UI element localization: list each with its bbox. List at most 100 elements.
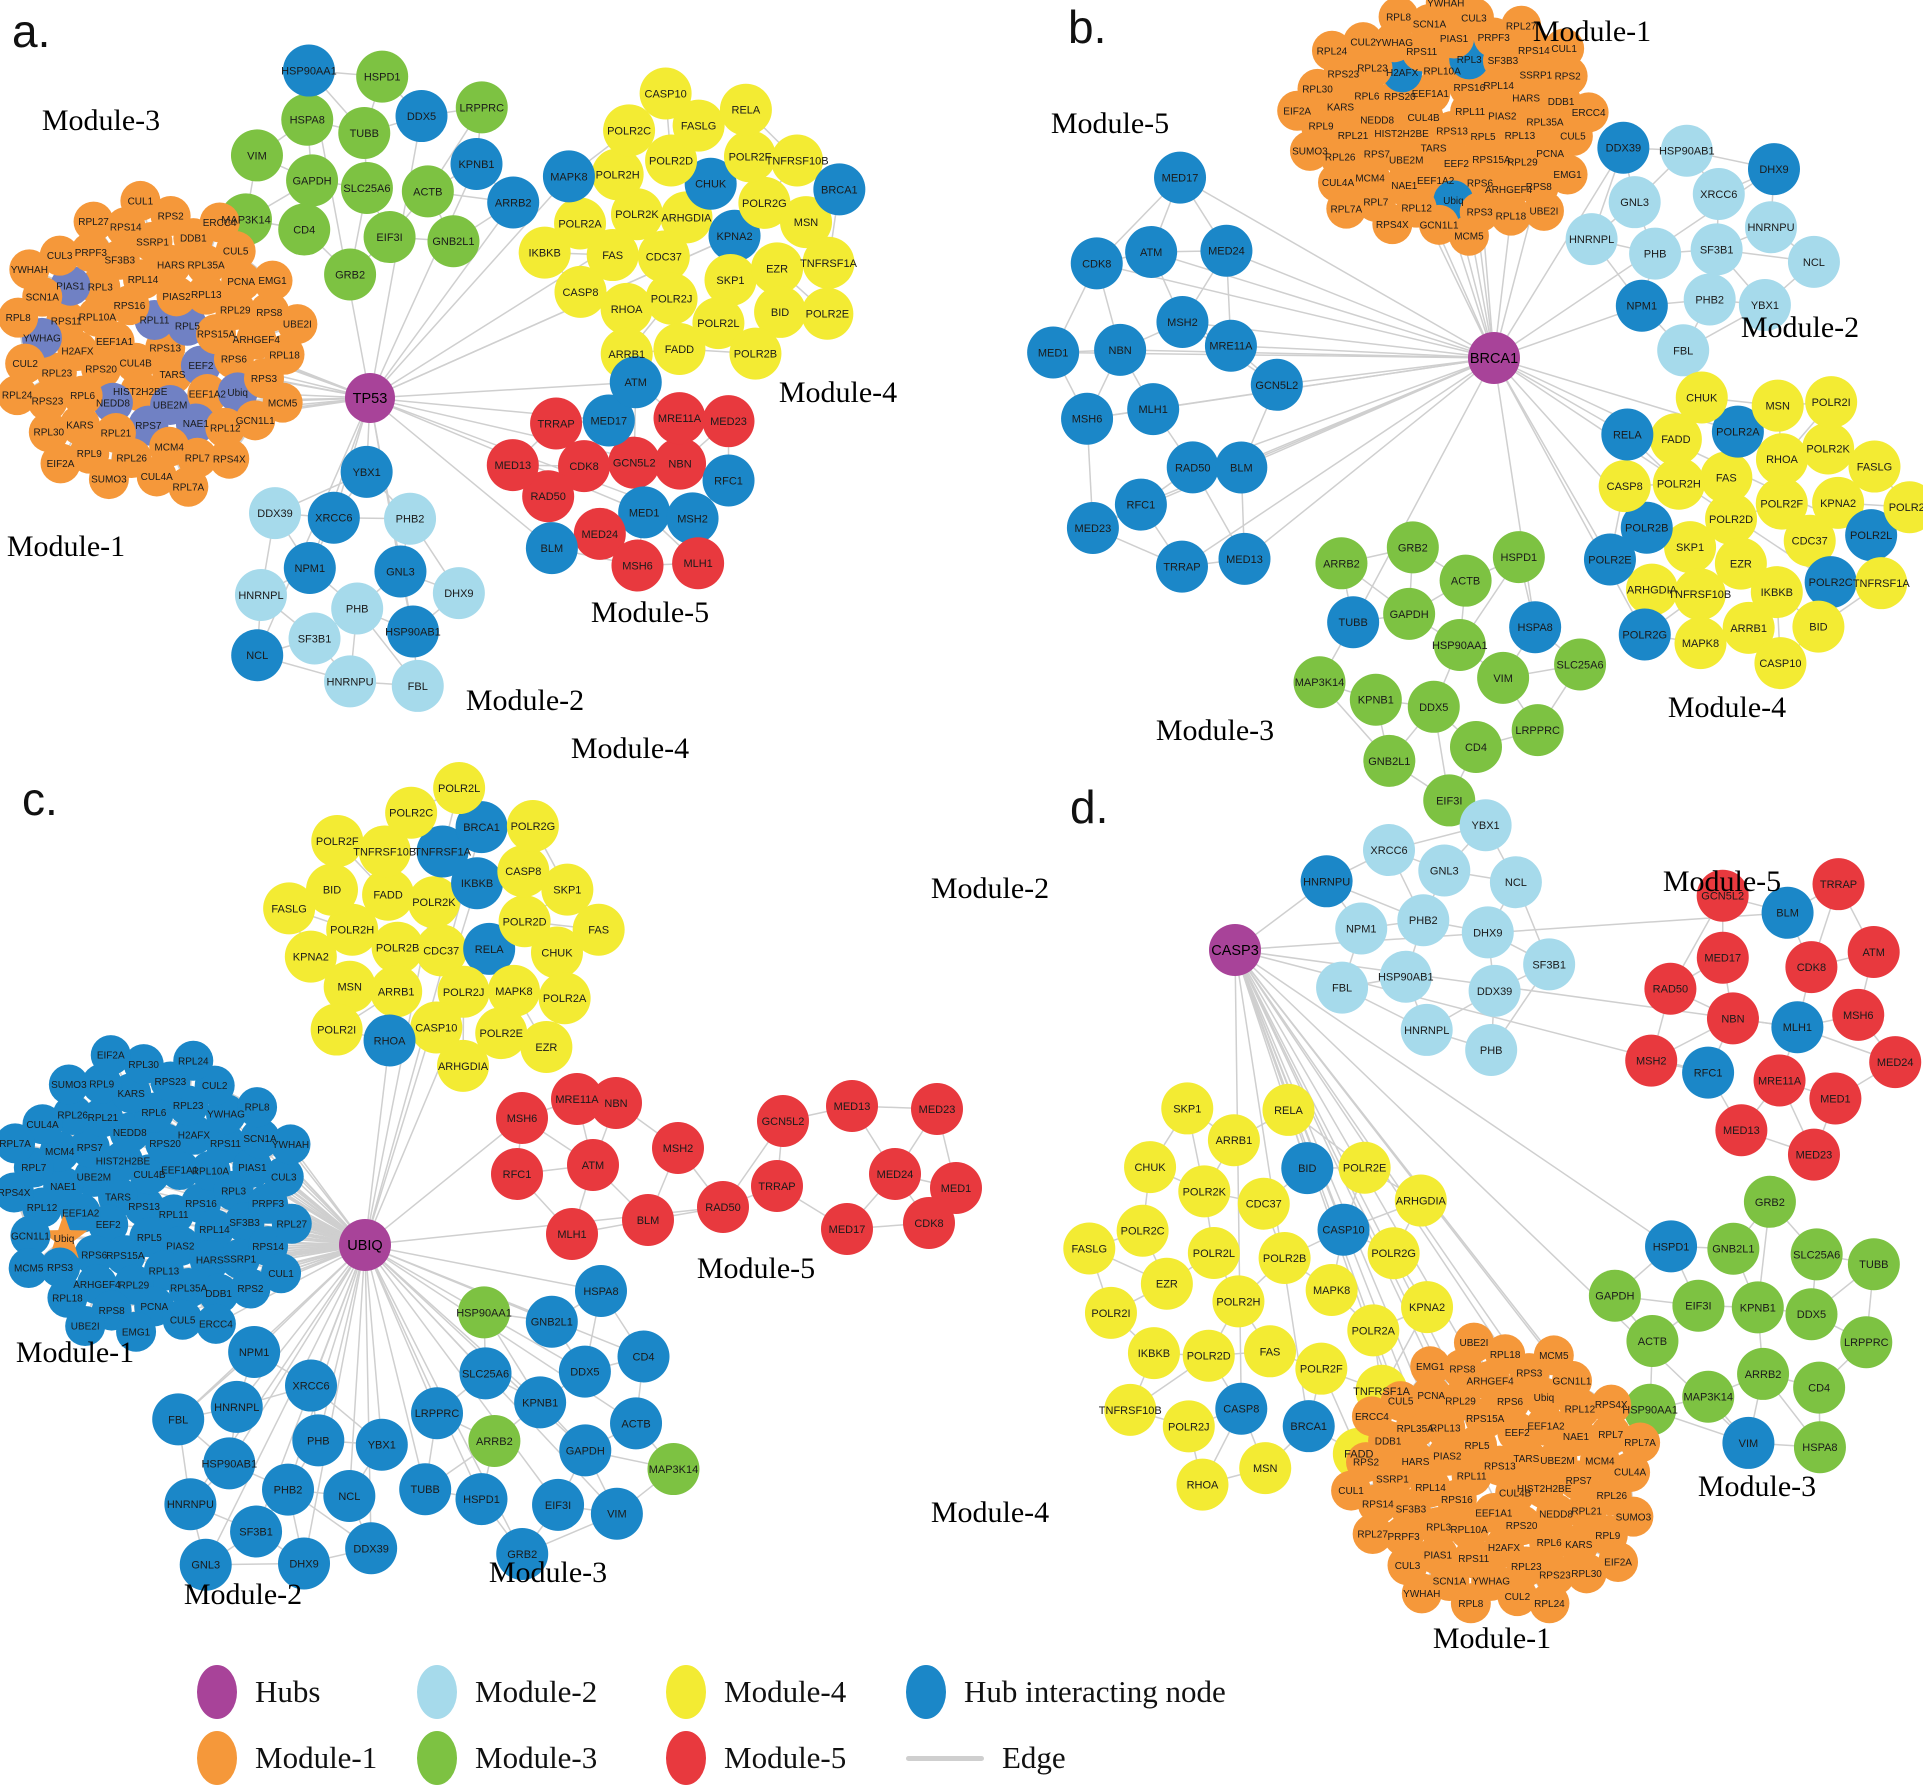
node-label-ARRB1: ARRB1: [1216, 1135, 1253, 1147]
node-label-SF3B3: SF3B3: [229, 1218, 260, 1229]
node-label-RPL21: RPL21: [1338, 131, 1369, 142]
node-label-RPL12: RPL12: [27, 1203, 58, 1214]
node-label-RPL29: RPL29: [119, 1280, 150, 1291]
node-label-HNRNPU: HNRNPU: [1747, 222, 1794, 234]
node-label-RPL7A: RPL7A: [1624, 1438, 1656, 1449]
node-label-RPS13: RPS13: [128, 1202, 160, 1213]
node-label-VIM: VIM: [1739, 1438, 1759, 1450]
edge-swatch: [906, 1756, 984, 1761]
node-label-VIM: VIM: [1493, 673, 1513, 685]
node-label-POLR2E: POLR2E: [806, 309, 849, 321]
node-label-RFC1: RFC1: [714, 475, 743, 487]
node-label-NAE1: NAE1: [1563, 1432, 1590, 1443]
node-label-RPS3: RPS3: [1467, 208, 1494, 219]
node-label-CASP10: CASP10: [1322, 1225, 1364, 1237]
node-label-HNRNPL: HNRNPL: [1404, 1025, 1449, 1037]
node-label-TRRAP: TRRAP: [1820, 879, 1857, 891]
node-label-KPNA2: KPNA2: [1820, 498, 1856, 510]
node-label-MAP3K14: MAP3K14: [1295, 677, 1345, 689]
node-label-GNL3: GNL3: [1620, 197, 1649, 209]
node-label-CUL5: CUL5: [1560, 132, 1586, 143]
node-label-HSP90AA1: HSP90AA1: [1432, 640, 1488, 652]
node-label-TUBB: TUBB: [1859, 1259, 1888, 1271]
node-label-RPL24: RPL24: [178, 1056, 209, 1067]
node-label-RPL6: RPL6: [1537, 1538, 1562, 1549]
node-label-FBL: FBL: [168, 1414, 188, 1426]
node-label-POLR2K: POLR2K: [615, 209, 659, 221]
node-label-UBE2M: UBE2M: [1389, 155, 1423, 166]
node-label-RPS3: RPS3: [1516, 1369, 1543, 1380]
node-label-SSRP1: SSRP1: [1519, 71, 1552, 82]
node-label-PIAS1: PIAS1: [238, 1163, 267, 1174]
node-label-SF3B3: SF3B3: [105, 255, 136, 266]
node-label-PHB2: PHB2: [274, 1485, 303, 1497]
node-label-MED17: MED17: [590, 415, 627, 427]
node-label-CUL4A: CUL4A: [1614, 1468, 1647, 1479]
node-label-TNFRSF10B: TNFRSF10B: [1099, 1405, 1162, 1417]
panel-letter-b: b.: [1068, 0, 1106, 54]
node-label-DDX5: DDX5: [1419, 702, 1448, 714]
node-label-RPL21: RPL21: [88, 1113, 119, 1124]
node-label-POLR2G: POLR2G: [742, 198, 787, 210]
node-label-YWHAG: YWHAG: [207, 1110, 245, 1121]
legend-label: Edge: [1002, 1740, 1066, 1776]
node-label-DDX39: DDX39: [1477, 986, 1512, 998]
node-label-RELA: RELA: [475, 944, 504, 956]
node-label-POLR2I: POLR2I: [317, 1025, 356, 1037]
node-label-DDX5: DDX5: [407, 111, 436, 123]
node-label-NCL: NCL: [1803, 257, 1825, 269]
node-label-FASLG: FASLG: [1857, 462, 1892, 474]
node-label-GNB2L1: GNB2L1: [1712, 1244, 1754, 1256]
node-label-RPL5: RPL5: [137, 1233, 162, 1244]
node-label-IKBKB: IKBKB: [528, 248, 560, 260]
cluster-label-c-Module-2: Module-2: [184, 1578, 302, 1611]
node-label-SF3B3: SF3B3: [1396, 1505, 1427, 1516]
node-label-RPS20: RPS20: [1384, 92, 1416, 103]
node-label-FADD: FADD: [1661, 434, 1690, 446]
node-label-POLR2L: POLR2L: [1850, 530, 1892, 542]
node-label-HSPD1: HSPD1: [1653, 1241, 1690, 1253]
node-label-RPS7: RPS7: [135, 421, 162, 432]
node-label-POLR2H: POLR2H: [330, 925, 374, 937]
node-label-RPS15A: RPS15A: [1472, 155, 1511, 166]
node-label-MAPK8: MAPK8: [1682, 638, 1719, 650]
node-label-SSRP1: SSRP1: [1376, 1474, 1409, 1485]
node-label-RPL18: RPL18: [1496, 211, 1527, 222]
node-label-EEF1A1: EEF1A1: [1412, 89, 1450, 100]
node-label-MCM5: MCM5: [1454, 231, 1484, 242]
node-label-TNFRSF1A: TNFRSF1A: [414, 846, 472, 858]
node-label-BRCA1: BRCA1: [463, 822, 500, 834]
node-label-EZR: EZR: [766, 263, 788, 275]
node-label-RPS20: RPS20: [1506, 1521, 1538, 1532]
node-label-RPL27: RPL27: [78, 217, 109, 228]
node-label-XRCC6: XRCC6: [1370, 845, 1407, 857]
cluster-label-a-Module-1: Module-1: [7, 530, 125, 563]
node-label-MSN: MSN: [1253, 1463, 1278, 1475]
node-label-BID: BID: [323, 885, 341, 897]
node-label-POLR2I: POLR2I: [1812, 397, 1851, 409]
node-label-POLR2K: POLR2K: [412, 897, 456, 909]
hub-edge: [1151, 252, 1494, 358]
node-label-YWHAH: YWHAH: [1403, 1589, 1440, 1600]
node-label-XRCC6: XRCC6: [1700, 189, 1737, 201]
node-label-RHOA: RHOA: [611, 304, 643, 316]
node-label-RPS16: RPS16: [1441, 1495, 1473, 1506]
module-3-swatch: [417, 1731, 457, 1785]
node-label-FAS: FAS: [1716, 472, 1737, 484]
node-label-ARHGDIA: ARHGDIA: [438, 1061, 489, 1073]
node-label-MED23: MED23: [710, 416, 747, 428]
node-label-MED23: MED23: [1075, 523, 1112, 535]
node-label-TARS: TARS: [1421, 143, 1447, 154]
node-label-RFC1: RFC1: [1694, 1068, 1723, 1080]
node-label-RPL35A: RPL35A: [1526, 118, 1564, 129]
node-label-SCN1A: SCN1A: [1413, 20, 1447, 31]
node-label-RPS6: RPS6: [81, 1251, 108, 1262]
node-label-ARRB2: ARRB2: [476, 1436, 513, 1448]
node-label-RPL7A: RPL7A: [1330, 204, 1362, 215]
node-label-RPS15A: RPS15A: [197, 330, 236, 341]
node-label-MCM5: MCM5: [1539, 1351, 1569, 1362]
node-label-HSP90AB1: HSP90AB1: [1378, 972, 1434, 984]
node-label-ERCC4: ERCC4: [1355, 1412, 1389, 1423]
node-label-NBN: NBN: [1721, 1013, 1744, 1025]
